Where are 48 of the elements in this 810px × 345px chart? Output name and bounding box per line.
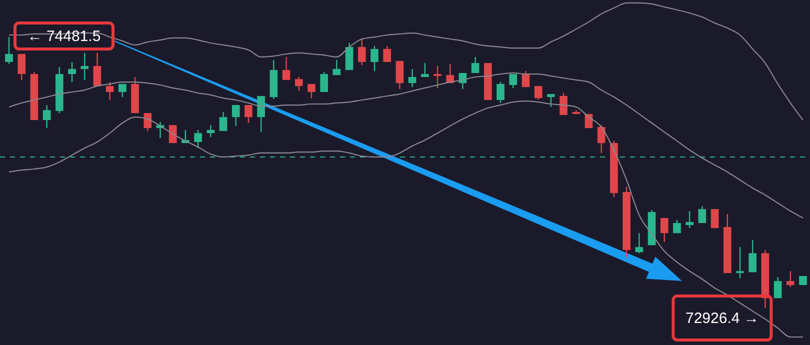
candlestick [534,85,542,101]
candlestick [421,62,429,78]
candlestick [522,70,530,88]
candlestick [660,217,668,243]
candlestick [345,42,354,71]
candlestick [686,210,694,229]
candlestick [786,270,794,288]
candlestick [358,38,366,66]
candlestick [320,71,328,93]
candlestick [257,95,265,133]
candlestick [635,232,644,254]
candlestick [144,112,152,132]
candlestick [206,124,215,138]
text: 72926.4 → [685,310,759,327]
candlestick [748,240,756,273]
candlestick [80,52,89,81]
candlestick [42,104,51,129]
candlestick [5,36,13,65]
candlestick [509,73,518,89]
candlestick [434,65,442,89]
candlestick [68,61,76,83]
candlestick [194,129,202,149]
candlestick [408,68,416,88]
candlestick [383,45,391,63]
candlestick [471,56,480,74]
candlestick [219,111,228,132]
candlestick [93,52,102,87]
candlestick [774,276,782,299]
candlestick [396,60,404,90]
candlestick [18,53,26,81]
candlestick [332,59,341,76]
annotation: ← 74481.5 [27,28,101,45]
candlestick [736,246,744,279]
candlestick [370,45,378,72]
candlestick [118,83,126,98]
candlestick [294,76,303,92]
candlestick [496,81,504,104]
candlestick [547,93,555,108]
candlestick [308,83,316,99]
candlestick [244,104,252,124]
candlestick [597,124,606,154]
candlestick [232,104,240,127]
candlestick [710,208,719,229]
candlestick [560,92,568,116]
candlestick [698,206,706,224]
candlestick [282,56,290,81]
candlestick [106,81,114,101]
candlestick [673,219,681,234]
